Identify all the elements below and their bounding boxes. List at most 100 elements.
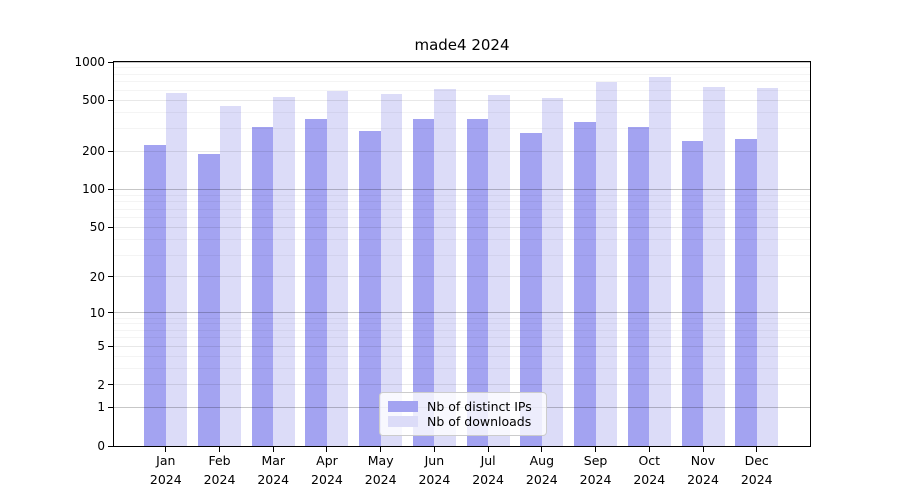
bar-apr-downloads <box>326 91 349 446</box>
gridline <box>114 99 810 101</box>
x-tick <box>702 447 704 452</box>
y-tick <box>108 188 113 190</box>
x-tick <box>487 447 489 452</box>
y-tick <box>108 384 113 386</box>
y-tick-label: 20 <box>89 269 105 284</box>
gridline-minor <box>114 239 810 241</box>
x-tick <box>648 447 650 452</box>
x-tick <box>272 447 274 452</box>
y-tick <box>108 99 113 101</box>
grid-layer <box>114 61 810 446</box>
x-tick <box>380 447 382 452</box>
x-tick <box>541 447 543 452</box>
gridline-minor <box>114 89 810 91</box>
gridline <box>114 384 810 386</box>
x-tick-label-aug: Aug 2024 <box>525 453 558 487</box>
gridline-minor <box>114 329 810 331</box>
gridline-minor <box>114 337 810 339</box>
bar-sep-distinct-ips <box>574 121 596 446</box>
y-tick <box>108 276 113 278</box>
legend-swatch-downloads <box>388 416 418 427</box>
x-tick-label-jul: Jul 2024 <box>472 453 505 487</box>
bar-jun-distinct-ips <box>412 119 435 446</box>
y-tick <box>108 445 113 447</box>
gridline-minor <box>114 368 810 370</box>
y-tick <box>108 345 113 347</box>
legend: Nb of distinct IPs Nb of downloads <box>379 392 547 436</box>
x-tick <box>326 447 328 452</box>
bar-jan-distinct-ips <box>144 144 166 446</box>
gridline-minor <box>114 208 810 210</box>
bar-jun-downloads <box>434 88 456 446</box>
x-tick <box>595 447 597 452</box>
y-tick-label: 500 <box>82 93 105 108</box>
y-tick-label: 5 <box>97 339 105 354</box>
bar-mar-downloads <box>273 96 295 446</box>
bar-dec-downloads <box>756 88 779 446</box>
bar-jul-distinct-ips <box>466 119 489 446</box>
y-tick-label: 1 <box>97 400 105 415</box>
bar-may-downloads <box>380 94 403 446</box>
gridline <box>114 226 810 228</box>
gridline-minor <box>114 356 810 358</box>
legend-label: Nb of distinct IPs <box>427 399 532 414</box>
y-tick-label: 10 <box>89 305 105 320</box>
bar-aug-distinct-ips <box>520 132 542 446</box>
gridline-minor <box>114 217 810 218</box>
legend-swatch-distinct-ips <box>388 401 418 412</box>
bar-sep-downloads <box>595 82 618 446</box>
bar-jul-downloads <box>488 95 510 446</box>
gridline-minor <box>114 73 810 75</box>
gridline-minor <box>114 81 810 83</box>
y-tick-label: 200 <box>82 144 105 159</box>
gridline-minor <box>114 323 810 325</box>
bar-nov-distinct-ips <box>681 141 703 446</box>
gridline-minor <box>114 194 810 196</box>
gridline <box>114 150 810 152</box>
gridline-minor <box>114 67 810 69</box>
gridline-minor <box>114 254 810 256</box>
x-tick-label-feb: Feb 2024 <box>203 453 236 487</box>
x-tick-label-jun: Jun 2024 <box>418 453 451 487</box>
bar-oct-distinct-ips <box>627 127 650 446</box>
y-tick <box>108 312 113 314</box>
x-tick <box>433 447 435 452</box>
plot-area: Nb of distinct IPs Nb of downloads <box>113 61 811 447</box>
gridline <box>114 276 810 278</box>
y-tick-label: 0 <box>97 439 105 453</box>
x-tick-label-apr: Apr 2024 <box>311 453 343 487</box>
gridline-minor <box>114 128 810 130</box>
legend-item-distinct-ips: Nb of distinct IPs <box>388 399 538 414</box>
bars-layer <box>114 62 810 446</box>
gridline <box>114 345 810 347</box>
bar-oct-downloads <box>649 77 671 446</box>
bar-aug-downloads <box>541 97 564 446</box>
bar-jan-downloads <box>165 93 188 446</box>
gridline <box>114 188 810 190</box>
bar-feb-downloads <box>219 105 242 446</box>
x-tick-label-jan: Jan 2024 <box>149 453 182 487</box>
y-tick-label: 50 <box>89 220 105 235</box>
x-tick-label-dec: Dec 2024 <box>740 453 773 487</box>
gridline-minor <box>114 317 810 319</box>
y-tick <box>108 226 113 228</box>
bar-dec-distinct-ips <box>735 138 757 446</box>
bar-may-distinct-ips <box>359 130 381 446</box>
gridline-minor <box>114 201 810 203</box>
x-tick-label-sep: Sep 2024 <box>579 453 612 487</box>
x-tick-label-nov: Nov 2024 <box>687 453 719 487</box>
y-tick-label: 2 <box>97 377 105 392</box>
gridline-minor <box>114 112 810 114</box>
x-tick-label-mar: Mar 2024 <box>257 453 290 487</box>
x-tick-label-oct: Oct 2024 <box>633 453 666 487</box>
bar-feb-distinct-ips <box>198 153 220 446</box>
bar-apr-distinct-ips <box>305 119 327 446</box>
y-tick-label: 100 <box>82 182 105 197</box>
gridline <box>114 61 810 63</box>
x-tick <box>165 447 167 452</box>
y-tick <box>108 61 113 63</box>
legend-item-downloads: Nb of downloads <box>388 414 538 429</box>
gridline <box>114 312 810 314</box>
x-tick-label-may: May 2024 <box>364 453 397 487</box>
